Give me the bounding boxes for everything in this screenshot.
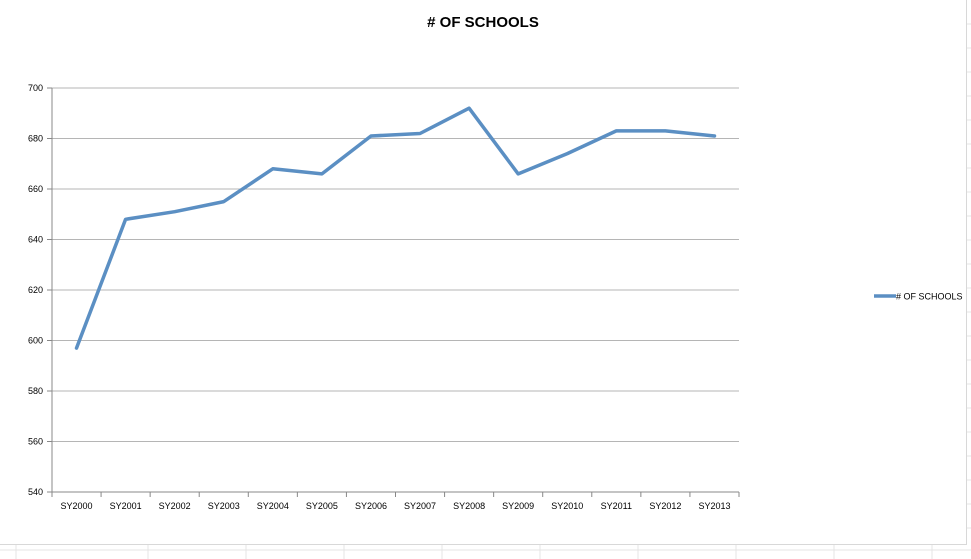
y-tick-label: 660 xyxy=(28,184,43,194)
line-chart: 540 560 580 600 620 640 660 680 700 SY2000 SY2001… xyxy=(28,83,963,511)
x-tick-label: SY2002 xyxy=(159,501,191,511)
gridlines xyxy=(47,87,739,493)
x-tick-label: SY2012 xyxy=(649,501,681,511)
chart-title: # OF SCHOOLS xyxy=(427,14,539,31)
y-tick-label: 560 xyxy=(28,437,43,447)
y-tick-label: 620 xyxy=(28,285,43,295)
y-tick-label: 700 xyxy=(28,83,43,93)
legend: # OF SCHOOLS xyxy=(874,292,963,302)
x-tick-label: SY2005 xyxy=(306,501,338,511)
y-tick-label: 580 xyxy=(28,386,43,396)
x-tick-label: SY2011 xyxy=(601,501,632,511)
y-tick-label: 640 xyxy=(28,235,43,245)
x-tick-label: SY2001 xyxy=(110,501,142,511)
series-group xyxy=(74,106,717,350)
x-tick-label: SY2007 xyxy=(404,501,436,511)
x-tick-labels: SY2000 SY2001 SY2002 SY2003 SY2004 SY2005 SY20… xyxy=(61,501,731,511)
x-tick-label: SY2009 xyxy=(502,501,534,511)
x-tick-label: SY2010 xyxy=(551,501,583,511)
x-tick-label: SY2013 xyxy=(698,501,730,511)
x-tick-label: SY2008 xyxy=(453,501,485,511)
y-tick-label: 680 xyxy=(28,134,43,144)
legend-label: # OF SCHOOLS xyxy=(896,292,963,302)
axes xyxy=(51,88,740,497)
y-tick-label: 540 xyxy=(28,487,43,497)
series-line xyxy=(74,106,717,350)
x-tick-label: SY2003 xyxy=(208,501,240,511)
chart-area[interactable]: # OF SCHOOLS 540 560 580 600 620 640 660 680 700… xyxy=(0,0,967,545)
y-tick-labels: 540 560 580 600 620 640 660 680 700 xyxy=(28,83,43,497)
x-tick-label: SY2000 xyxy=(61,501,93,511)
y-tick-label: 600 xyxy=(28,336,43,346)
x-tick-label: SY2004 xyxy=(257,501,289,511)
x-tick-label: SY2006 xyxy=(355,501,387,511)
